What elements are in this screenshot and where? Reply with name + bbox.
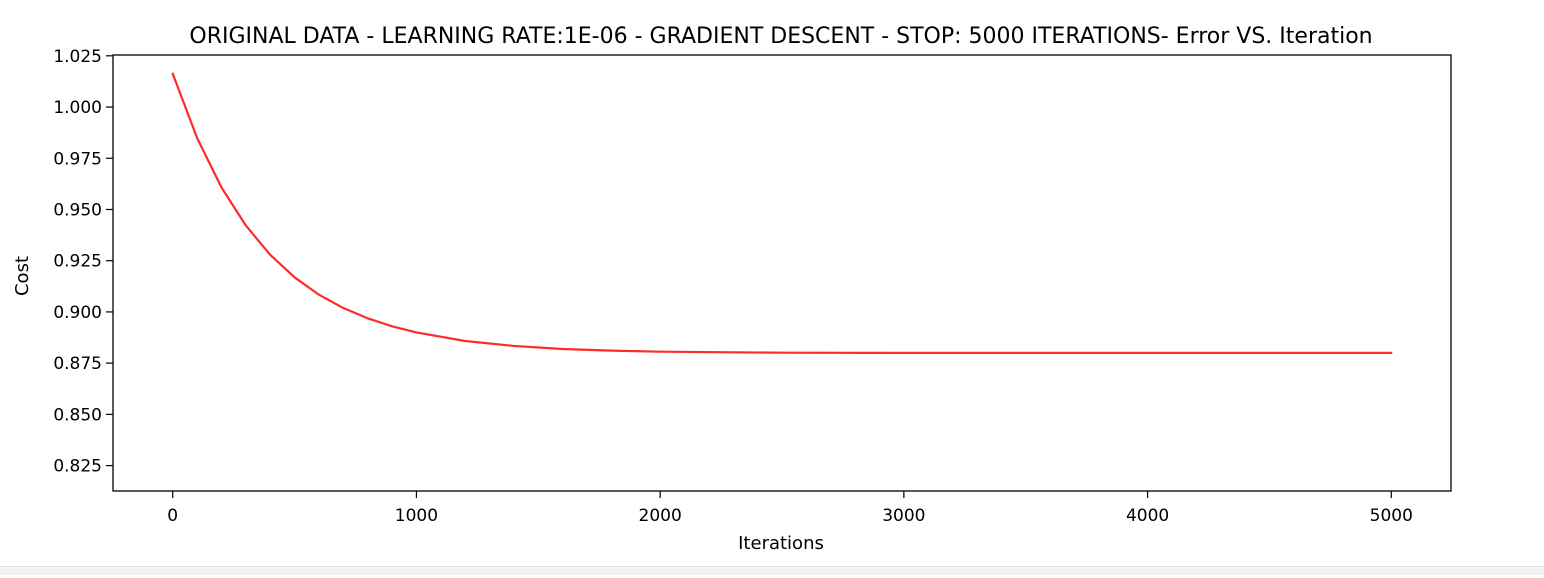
x-axis-label: Iterations bbox=[738, 533, 824, 554]
y-axis-label: Cost bbox=[12, 256, 33, 296]
x-tick-label: 2000 bbox=[639, 506, 682, 526]
plot-frame bbox=[112, 54, 1452, 492]
y-tick-label: 0.975 bbox=[53, 149, 102, 169]
y-tick-label: 1.000 bbox=[53, 98, 102, 118]
plot-area: 0 1000 2000 3000 4000 5000 0.825 0.850 0.875 0.90… bbox=[53, 47, 1452, 526]
y-tick-label: 0.850 bbox=[53, 405, 102, 425]
series-line-0 bbox=[171, 72, 1393, 355]
x-tick-label: 5000 bbox=[1370, 506, 1413, 526]
y-tick-label: 1.025 bbox=[53, 47, 102, 67]
y-tick-label: 0.825 bbox=[53, 457, 102, 477]
y-tick-label: 0.925 bbox=[53, 252, 102, 272]
bottom-strip bbox=[0, 566, 1544, 575]
x-tick-label: 0 bbox=[167, 506, 178, 526]
chart-title: ORIGINAL DATA - LEARNING RATE:1E-06 - GR… bbox=[189, 24, 1372, 49]
x-tick-label: 4000 bbox=[1126, 506, 1169, 526]
y-tick-label: 0.950 bbox=[53, 200, 102, 220]
y-tick-label: 0.900 bbox=[53, 303, 102, 323]
x-tick-label: 1000 bbox=[395, 506, 438, 526]
x-tick-label: 3000 bbox=[882, 506, 925, 526]
y-tick-label: 0.875 bbox=[53, 354, 102, 374]
